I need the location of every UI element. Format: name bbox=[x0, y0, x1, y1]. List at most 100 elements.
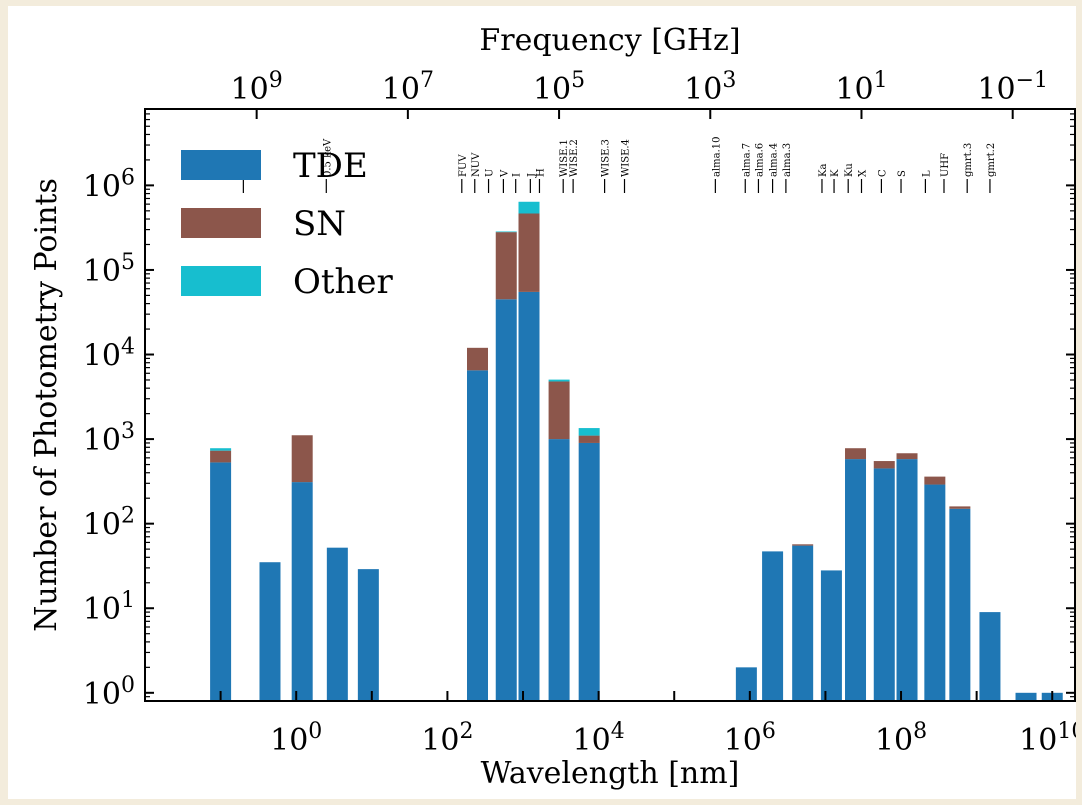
band-label-10: WISE.2 bbox=[569, 139, 580, 177]
top-tick-label-3: 103 bbox=[684, 68, 736, 108]
band-label-18: Ka bbox=[818, 164, 829, 177]
bar-sn-16 bbox=[896, 453, 918, 460]
bars-layer bbox=[210, 201, 1063, 701]
band-label-3: NUV bbox=[471, 152, 482, 177]
top-tick-label-4: 101 bbox=[835, 68, 887, 108]
band-label-1: 0.5 keV bbox=[322, 138, 333, 177]
bar-other-0 bbox=[210, 448, 232, 451]
band-labels-layer: eV0.5 keVFUVNUVUVIJHWISE.1WISE.2WISE.3WI… bbox=[239, 136, 997, 193]
band-label-19: K bbox=[830, 169, 841, 177]
x-tick-label-5: 1010 bbox=[1019, 719, 1076, 759]
band-label-24: L bbox=[921, 170, 932, 177]
bar-sn-9 bbox=[578, 435, 600, 443]
bar-tde-11 bbox=[762, 551, 784, 701]
x-tick-label-3: 106 bbox=[724, 719, 776, 759]
bar-tde-18 bbox=[949, 508, 971, 701]
bar-tde-17 bbox=[924, 484, 946, 701]
bar-tde-19 bbox=[979, 612, 1001, 701]
bar-tde-1 bbox=[259, 562, 281, 701]
top-tick-label-0: 109 bbox=[231, 68, 283, 108]
band-label-2: FUV bbox=[458, 154, 469, 177]
bar-sn-5 bbox=[466, 347, 488, 371]
bar-sn-15 bbox=[873, 461, 895, 469]
band-label-6: I bbox=[512, 173, 523, 177]
band-label-25: UHF bbox=[940, 153, 951, 177]
band-label-22: C bbox=[877, 169, 888, 177]
band-label-16: alma.4 bbox=[769, 143, 780, 177]
legend: TDE SN Other bbox=[181, 146, 394, 302]
x-tick-label-1: 102 bbox=[421, 719, 473, 759]
band-label-12: WISE.4 bbox=[621, 139, 632, 177]
bar-tde-9 bbox=[578, 442, 600, 701]
x-tick-label-2: 104 bbox=[573, 719, 625, 759]
bar-other-8 bbox=[548, 379, 570, 382]
top-tick-label-5: 10−1 bbox=[977, 68, 1048, 108]
band-label-17: alma.3 bbox=[782, 143, 793, 177]
bar-tde-16 bbox=[896, 459, 918, 701]
bar-other-9 bbox=[578, 428, 600, 436]
bar-tde-15 bbox=[873, 468, 895, 701]
legend-label-tde: TDE bbox=[293, 146, 368, 186]
band-label-27: gmrt.2 bbox=[986, 143, 997, 177]
bar-sn-7 bbox=[518, 213, 540, 292]
y-tick-label-6: 106 bbox=[83, 165, 135, 205]
bar-tde-13 bbox=[820, 570, 842, 701]
bar-sn-2 bbox=[291, 435, 313, 483]
top-tick-label-2: 105 bbox=[533, 68, 585, 108]
legend-swatch-tde bbox=[181, 150, 261, 180]
bar-sn-18 bbox=[949, 506, 971, 509]
bar-other-7 bbox=[518, 201, 540, 214]
top-axis-label: Frequency [GHz] bbox=[479, 23, 740, 58]
bar-tde-7 bbox=[518, 291, 540, 701]
y-axis-label: Number of Photometry Points bbox=[29, 178, 64, 632]
band-label-11: WISE.3 bbox=[601, 139, 612, 177]
legend-label-sn: SN bbox=[293, 204, 346, 244]
band-label-23: S bbox=[897, 170, 908, 177]
band-label-26: gmrt.3 bbox=[963, 143, 974, 177]
bar-tde-8 bbox=[548, 439, 570, 701]
figure: eV0.5 keVFUVNUVUVIJHWISE.1WISE.2WISE.3WI… bbox=[8, 6, 1076, 799]
bar-tde-14 bbox=[845, 459, 867, 701]
band-label-14: alma.7 bbox=[741, 143, 752, 177]
bar-sn-8 bbox=[548, 381, 570, 440]
x-tick-label-0: 100 bbox=[270, 719, 322, 759]
bar-other-6 bbox=[495, 231, 517, 233]
y-tick-label-4: 104 bbox=[83, 334, 135, 374]
bar-tde-2 bbox=[291, 482, 313, 701]
axes-layer: 1001011021031041051061001021041061081010… bbox=[83, 68, 1076, 759]
legend-swatch-other bbox=[181, 266, 261, 296]
top-tick-label-1: 107 bbox=[382, 68, 434, 108]
band-label-4: U bbox=[485, 169, 496, 177]
band-label-5: V bbox=[499, 169, 510, 178]
band-label-13: alma.10 bbox=[711, 136, 722, 177]
bar-sn-6 bbox=[495, 232, 517, 300]
y-tick-label-1: 101 bbox=[83, 588, 135, 628]
bar-sn-14 bbox=[845, 448, 867, 460]
photometry-chart: eV0.5 keVFUVNUVUVIJHWISE.1WISE.2WISE.3WI… bbox=[29, 23, 1076, 791]
x-tick-label-4: 108 bbox=[875, 719, 927, 759]
y-tick-label-0: 100 bbox=[83, 672, 135, 712]
bar-sn-0 bbox=[210, 450, 232, 463]
band-label-15: alma.6 bbox=[754, 143, 765, 177]
x-axis-label: Wavelength [nm] bbox=[481, 756, 740, 791]
band-label-7: J bbox=[526, 173, 537, 178]
y-tick-label-5: 105 bbox=[83, 249, 135, 289]
bar-sn-17 bbox=[924, 476, 946, 485]
y-tick-label-3: 103 bbox=[83, 419, 135, 459]
bar-tde-0 bbox=[210, 462, 232, 701]
bar-tde-5 bbox=[466, 370, 488, 701]
band-label-21: X bbox=[858, 169, 869, 177]
bar-tde-10 bbox=[735, 667, 757, 701]
bar-tde-6 bbox=[495, 299, 517, 701]
bar-tde-3 bbox=[326, 547, 348, 701]
y-tick-label-2: 102 bbox=[83, 503, 135, 543]
band-label-20: Ku bbox=[844, 163, 855, 177]
plot-frame bbox=[144, 108, 1076, 702]
bar-tde-4 bbox=[357, 569, 379, 701]
bar-tde-12 bbox=[792, 545, 814, 701]
bar-sn-12 bbox=[792, 544, 814, 546]
bar-tde-20 bbox=[1015, 692, 1037, 701]
legend-swatch-sn bbox=[181, 208, 261, 238]
legend-label-other: Other bbox=[293, 262, 394, 302]
band-label-9: WISE.1 bbox=[559, 139, 570, 177]
